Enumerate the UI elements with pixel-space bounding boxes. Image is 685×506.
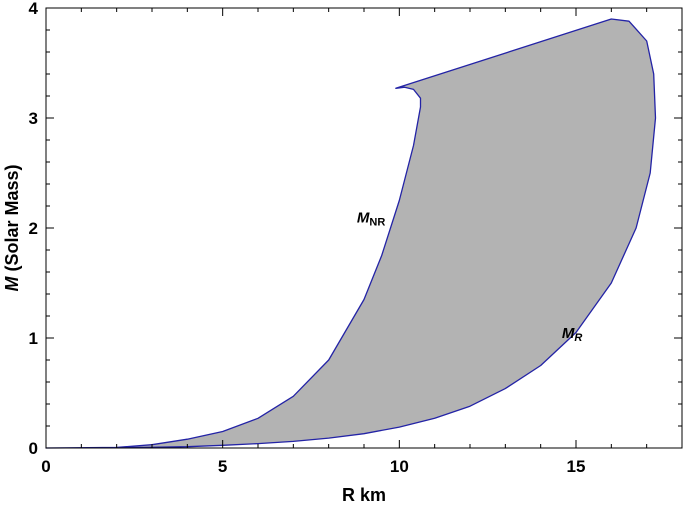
- y-axis-title: M (Solar Mass): [2, 164, 22, 291]
- y-tick-label: 4: [29, 0, 39, 18]
- curve-label-symbol: M: [357, 210, 370, 227]
- x-axis: 0 5 10 15: [41, 8, 683, 476]
- x-axis-title: R km: [342, 485, 386, 505]
- x-tick-label: 15: [567, 457, 586, 476]
- plot-area: [45, 18, 657, 449]
- y-tick-label: 0: [29, 439, 38, 458]
- curve-label-r: MR: [562, 325, 583, 344]
- y-tick-label: 1: [29, 329, 38, 348]
- mass-radius-region: [45, 18, 657, 449]
- x-tick-label: 5: [218, 457, 227, 476]
- curve-label-symbol: M: [562, 325, 575, 342]
- y-tick-label: 3: [29, 109, 38, 128]
- x-tick-label: 0: [41, 457, 50, 476]
- y-axis-title-symbol: M: [2, 276, 22, 292]
- curve-label-subscript: NR: [369, 217, 385, 229]
- x-tick-label: 10: [390, 457, 409, 476]
- y-axis: 0 1 2 3 4: [29, 0, 682, 458]
- curve-label-nr: MNR: [357, 210, 385, 229]
- y-tick-label: 2: [29, 219, 38, 238]
- y-axis-title-rest: (Solar Mass): [2, 164, 22, 276]
- curve-label-subscript: R: [574, 332, 582, 344]
